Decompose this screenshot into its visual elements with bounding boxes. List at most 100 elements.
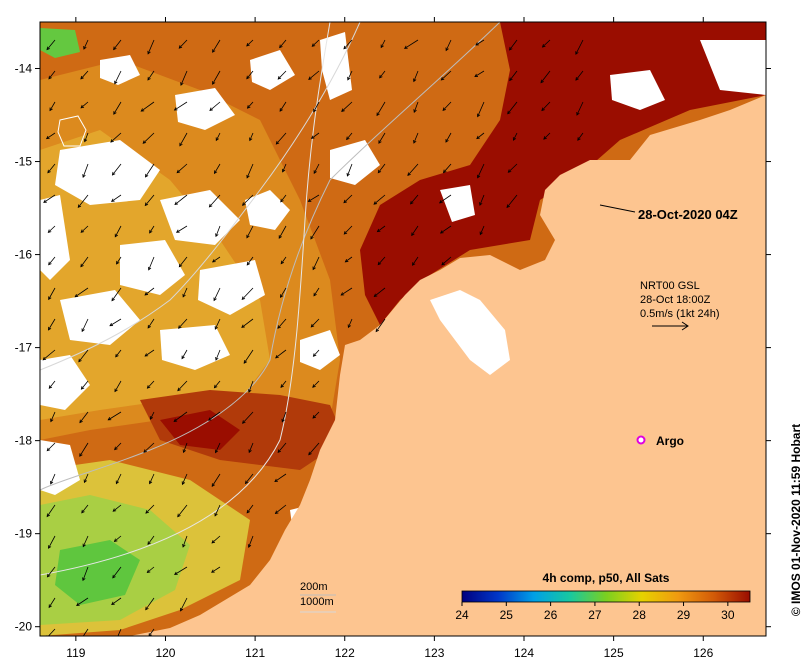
current-vector: [380, 39, 386, 48]
current-vector: [312, 411, 320, 419]
current-vector: [543, 132, 551, 140]
isobath-200m: [40, 22, 501, 491]
current-vector-head: [149, 229, 153, 234]
current-vector-head: [281, 418, 285, 423]
current-vector: [50, 411, 56, 422]
current-vector-head: [410, 200, 414, 205]
current-scale-label: 0.5m/s (1kt 24h): [640, 308, 719, 320]
lon-tick-label: 119: [66, 646, 85, 660]
current-vector: [112, 504, 122, 512]
current-vector-head: [178, 325, 182, 329]
current-vector: [477, 101, 485, 117]
current-vector-head: [373, 201, 378, 205]
current-vector: [575, 70, 584, 81]
colorbar-tick-label: 26: [544, 608, 558, 622]
current-vector-head: [310, 235, 314, 240]
current-vector-head: [178, 45, 183, 49]
current-vector: [214, 380, 221, 388]
current-vector-head: [211, 259, 216, 263]
current-vector: [117, 628, 122, 636]
current-vector-head: [403, 45, 408, 49]
current-vector-head: [111, 297, 115, 302]
current-vector-head: [376, 228, 381, 233]
current-vector: [110, 132, 122, 143]
current-vector-head: [82, 174, 86, 178]
current-vector-head: [512, 137, 517, 141]
current-vector: [214, 504, 221, 517]
current-vector: [48, 287, 56, 300]
current-vector: [312, 256, 320, 270]
current-vector: [180, 70, 188, 86]
current-vector-head: [280, 384, 284, 388]
current-vector: [541, 101, 551, 111]
current-vector-head: [246, 509, 251, 514]
current-vector: [147, 318, 155, 329]
current-vector: [310, 225, 320, 240]
current-vector-head: [80, 104, 85, 109]
current-vector: [147, 566, 155, 573]
current-vector: [411, 225, 419, 236]
current-vector: [145, 163, 155, 178]
current-vector-head: [208, 417, 212, 421]
current-vector-head: [275, 140, 280, 145]
current-vector: [274, 473, 287, 482]
current-vector: [282, 163, 287, 173]
current-vector-head: [80, 229, 85, 233]
current-vector: [377, 225, 386, 232]
current-vector-head: [140, 108, 145, 112]
current-vector-head: [144, 353, 149, 357]
current-vector-head: [442, 107, 447, 111]
current-vector-head: [377, 261, 382, 266]
current-vector: [144, 287, 155, 296]
current-vector-head: [247, 544, 252, 548]
current-vector: [540, 70, 551, 83]
current-vector: [112, 566, 122, 579]
current-vector: [249, 132, 254, 141]
current-vector: [279, 101, 287, 112]
current-vector-head: [246, 75, 250, 80]
current-vector: [143, 442, 155, 453]
current-vector-head: [113, 111, 117, 115]
current-vector-head: [312, 353, 317, 357]
current-vector: [148, 256, 155, 271]
current-vector: [46, 504, 56, 517]
current-vector-head: [248, 449, 252, 454]
current-vector: [48, 318, 56, 331]
current-vector-head: [509, 77, 513, 82]
current-vector-head: [281, 168, 286, 173]
current-vector: [509, 39, 518, 51]
current-vector: [47, 628, 56, 636]
current-vector-head: [407, 172, 411, 177]
current-vector: [144, 194, 155, 206]
current-vector-head: [242, 420, 246, 424]
current-vector: [308, 194, 320, 202]
current-vector-head: [280, 198, 284, 203]
current-vector: [147, 70, 155, 81]
current-vector-head: [146, 385, 151, 389]
lon-tick-label: 123: [424, 646, 444, 660]
current-vector: [413, 101, 419, 113]
current-vector: [174, 566, 188, 575]
current-vector: [78, 349, 89, 362]
lat-tick-label: -14: [15, 62, 33, 76]
current-vector: [404, 39, 419, 49]
current-vector: [248, 442, 254, 453]
current-vector-head: [80, 386, 85, 390]
current-vector-head: [47, 169, 51, 174]
sst-hot-zone: [160, 410, 240, 450]
current-vector-head: [244, 480, 249, 485]
current-vector: [212, 256, 221, 263]
current-vector: [413, 132, 419, 144]
plot-frame: [39, 21, 767, 637]
current-vector: [313, 163, 320, 174]
current-vector: [246, 504, 254, 514]
current-vector-head: [479, 231, 483, 236]
current-vector: [114, 225, 122, 237]
current-vector-head: [274, 478, 278, 483]
current-vector-head: [212, 81, 216, 85]
current-vector: [576, 101, 584, 116]
current-vector: [182, 473, 188, 485]
current-vector: [48, 380, 56, 389]
lon-tick-label: 126: [693, 646, 713, 660]
current-vector-head: [113, 538, 118, 542]
